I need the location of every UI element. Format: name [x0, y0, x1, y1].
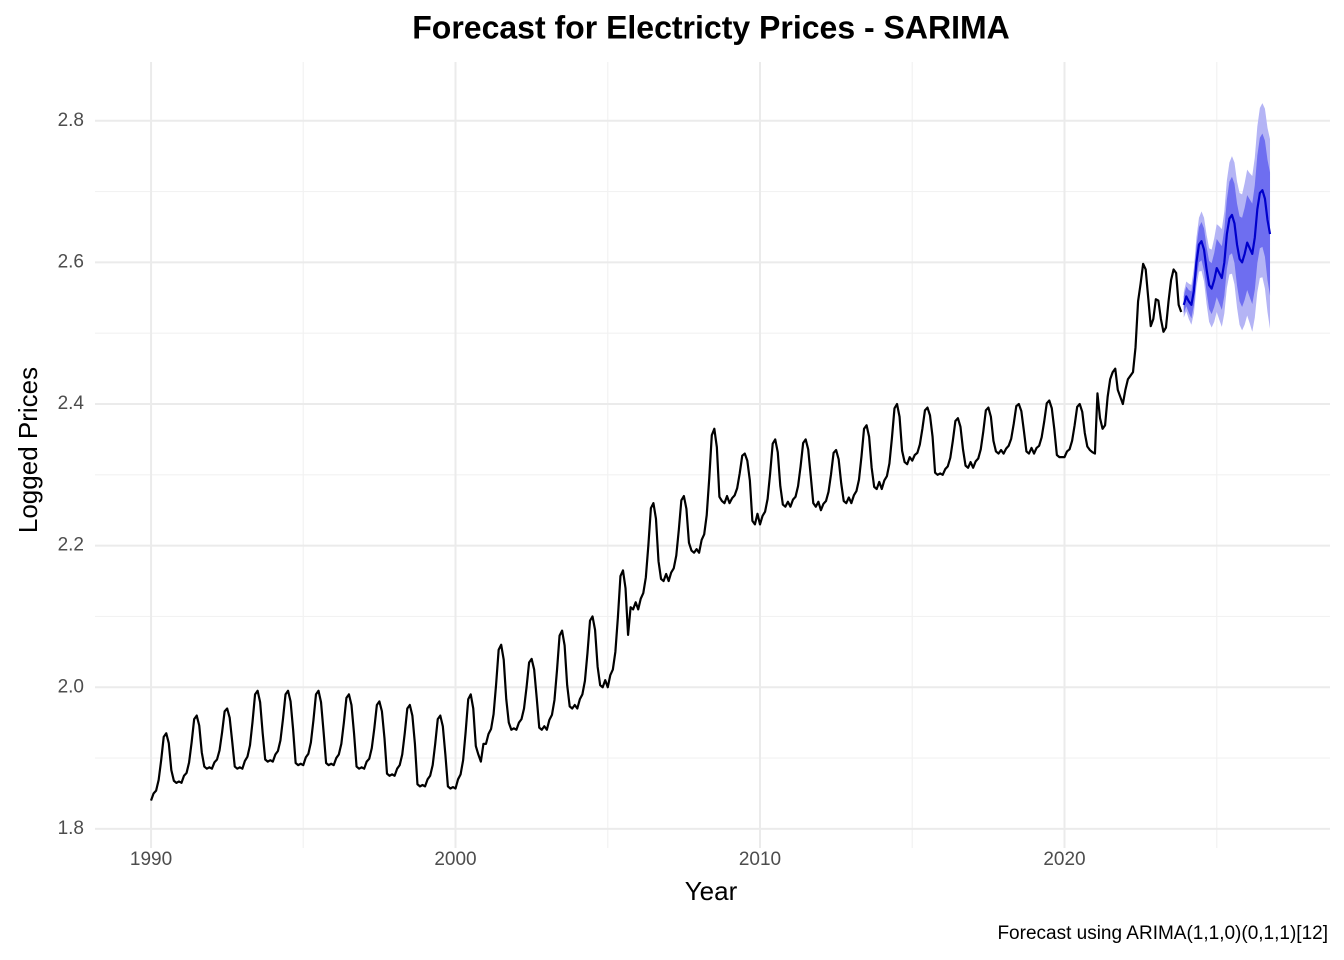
x-tick-label: 2000: [434, 849, 476, 870]
y-tick-label: 2.8: [58, 110, 84, 131]
y-axis-label: Logged Prices: [13, 367, 43, 533]
x-tick-label: 2010: [739, 849, 781, 870]
y-tick-label: 2.6: [58, 251, 84, 272]
x-tick-label: 1990: [130, 849, 172, 870]
forecast-interval: [1183, 133, 1271, 319]
forecast-line: [1182, 189, 1272, 306]
y-tick-label: 2.0: [58, 676, 84, 697]
caption: Forecast using ARIMA(1,1,0)(0,1,1)[12]: [997, 923, 1328, 944]
x-axis-label: Year: [685, 876, 738, 906]
x-tick-label: 2020: [1043, 849, 1085, 870]
y-tick-label: 2.2: [58, 535, 84, 556]
y-tick-label: 2.4: [58, 393, 85, 414]
y-tick-label: 1.8: [58, 818, 84, 839]
chart-title: Forecast for Electricty Prices - SARIMA: [412, 9, 1010, 45]
series-line: [149, 262, 1183, 801]
